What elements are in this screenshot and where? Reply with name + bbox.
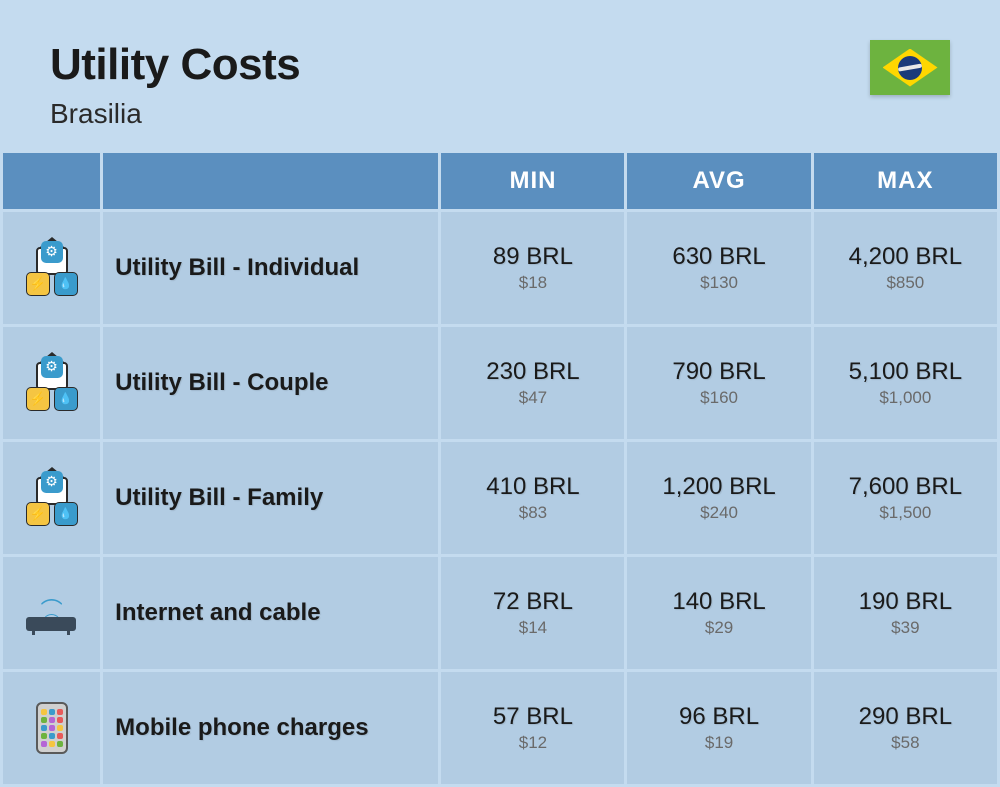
header-min: MIN (441, 153, 624, 209)
table-body: Utility Bill - Individual 89 BRL $18 630… (3, 212, 997, 784)
max-secondary: $39 (814, 618, 997, 638)
max-cell: 290 BRL $58 (814, 672, 997, 784)
avg-secondary: $160 (627, 388, 810, 408)
label-cell: Utility Bill - Family (103, 442, 438, 554)
max-cell: 4,200 BRL $850 (814, 212, 997, 324)
row-label: Internet and cable (115, 599, 438, 627)
utility-costs-table: MIN AVG MAX Utility Bill - Individual 89… (0, 150, 1000, 787)
avg-cell: 630 BRL $130 (627, 212, 810, 324)
utility-icon (22, 241, 82, 296)
row-label: Utility Bill - Individual (115, 254, 438, 282)
label-cell: Utility Bill - Individual (103, 212, 438, 324)
table-row: Utility Bill - Individual 89 BRL $18 630… (3, 212, 997, 324)
max-cell: 5,100 BRL $1,000 (814, 327, 997, 439)
router-icon: ⌒⌒ (24, 593, 79, 633)
avg-secondary: $19 (627, 733, 810, 753)
min-primary: 72 BRL (441, 588, 624, 616)
avg-cell: 1,200 BRL $240 (627, 442, 810, 554)
header-max: MAX (814, 153, 997, 209)
row-label: Mobile phone charges (115, 714, 438, 742)
avg-secondary: $130 (627, 273, 810, 293)
min-secondary: $18 (441, 273, 624, 293)
row-label: Utility Bill - Family (115, 484, 438, 512)
avg-cell: 96 BRL $19 (627, 672, 810, 784)
avg-primary: 140 BRL (627, 588, 810, 616)
page-subtitle: Brasilia (50, 98, 300, 130)
min-cell: 410 BRL $83 (441, 442, 624, 554)
table-row: Utility Bill - Family 410 BRL $83 1,200 … (3, 442, 997, 554)
label-cell: Internet and cable (103, 557, 438, 669)
max-primary: 190 BRL (814, 588, 997, 616)
max-cell: 7,600 BRL $1,500 (814, 442, 997, 554)
avg-cell: 790 BRL $160 (627, 327, 810, 439)
icon-cell (3, 212, 100, 324)
max-primary: 290 BRL (814, 703, 997, 731)
header-text: Utility Costs Brasilia (50, 40, 300, 130)
min-primary: 89 BRL (441, 243, 624, 271)
avg-cell: 140 BRL $29 (627, 557, 810, 669)
max-secondary: $58 (814, 733, 997, 753)
max-primary: 5,100 BRL (814, 358, 997, 386)
min-primary: 410 BRL (441, 473, 624, 501)
phone-icon (36, 702, 68, 754)
min-cell: 72 BRL $14 (441, 557, 624, 669)
min-secondary: $83 (441, 503, 624, 523)
label-cell: Mobile phone charges (103, 672, 438, 784)
max-cell: 190 BRL $39 (814, 557, 997, 669)
max-secondary: $850 (814, 273, 997, 293)
min-cell: 57 BRL $12 (441, 672, 624, 784)
icon-cell (3, 672, 100, 784)
avg-primary: 790 BRL (627, 358, 810, 386)
header-icon-col (3, 153, 100, 209)
table-row: Utility Bill - Couple 230 BRL $47 790 BR… (3, 327, 997, 439)
icon-cell (3, 442, 100, 554)
min-secondary: $47 (441, 388, 624, 408)
icon-cell (3, 327, 100, 439)
avg-primary: 1,200 BRL (627, 473, 810, 501)
min-secondary: $14 (441, 618, 624, 638)
min-primary: 230 BRL (441, 358, 624, 386)
label-cell: Utility Bill - Couple (103, 327, 438, 439)
avg-primary: 630 BRL (627, 243, 810, 271)
row-label: Utility Bill - Couple (115, 369, 438, 397)
page-title: Utility Costs (50, 40, 300, 90)
max-primary: 7,600 BRL (814, 473, 997, 501)
min-secondary: $12 (441, 733, 624, 753)
table-header-row: MIN AVG MAX (3, 153, 997, 209)
header-label-col (103, 153, 438, 209)
min-cell: 230 BRL $47 (441, 327, 624, 439)
table-row: Mobile phone charges 57 BRL $12 96 BRL $… (3, 672, 997, 784)
utility-icon (22, 471, 82, 526)
min-primary: 57 BRL (441, 703, 624, 731)
avg-secondary: $29 (627, 618, 810, 638)
min-cell: 89 BRL $18 (441, 212, 624, 324)
utility-icon (22, 356, 82, 411)
icon-cell: ⌒⌒ (3, 557, 100, 669)
max-secondary: $1,000 (814, 388, 997, 408)
avg-primary: 96 BRL (627, 703, 810, 731)
max-primary: 4,200 BRL (814, 243, 997, 271)
brazil-flag-icon (870, 40, 950, 95)
header-avg: AVG (627, 153, 810, 209)
header: Utility Costs Brasilia (0, 0, 1000, 150)
avg-secondary: $240 (627, 503, 810, 523)
max-secondary: $1,500 (814, 503, 997, 523)
table-row: ⌒⌒ Internet and cable 72 BRL $14 140 BRL… (3, 557, 997, 669)
